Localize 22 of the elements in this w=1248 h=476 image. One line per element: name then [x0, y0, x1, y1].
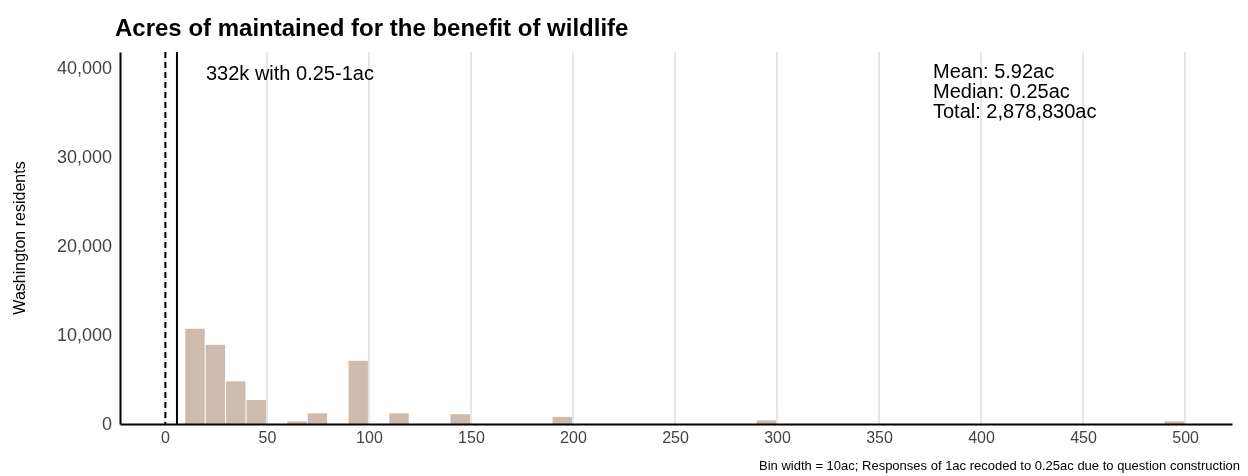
annotation: 332k with 0.25-1ac	[206, 62, 374, 84]
annotation: Mean: 5.92ac	[933, 60, 1055, 82]
x-tick-label: 400	[968, 429, 995, 447]
y-tick-label: 10,000	[56, 325, 112, 346]
annotation: Median: 0.25ac	[933, 80, 1070, 102]
x-tick-label: 500	[1172, 429, 1200, 447]
x-tick-label: 350	[866, 429, 893, 447]
y-tick-label: 30,000	[56, 147, 112, 168]
x-tick-label: 100	[356, 429, 383, 447]
x-tick-label: 150	[458, 429, 485, 447]
annotation: Total: 2,878,830ac	[933, 100, 1097, 122]
chart-title: Acres of maintained for the benefit of wildlife	[115, 14, 629, 41]
x-tick-label: 450	[1070, 429, 1097, 447]
x-tick-label: 200	[560, 429, 587, 447]
x-tick-label: 0	[160, 429, 170, 447]
y-axis-title: Washington residents	[11, 161, 28, 315]
y-tick-label: 20,000	[56, 236, 112, 257]
y-tick-label: 40,000	[56, 58, 112, 79]
x-tick-label: 50	[258, 429, 277, 447]
x-tick-label: 300	[764, 429, 791, 447]
x-tick-label: 250	[662, 429, 689, 447]
text: Bin width = 10ac; Responses of 1ac recoded to 0.25ac due to question construction	[759, 458, 1240, 473]
